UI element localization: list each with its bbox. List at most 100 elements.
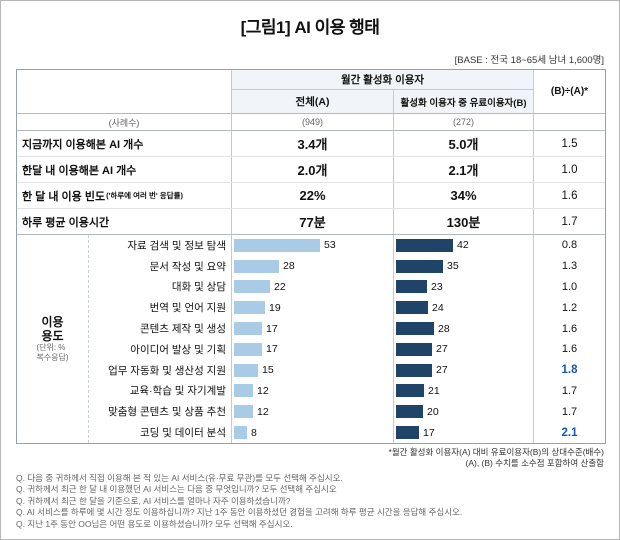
sample-size-label: (사례수) [17, 114, 232, 130]
usage-bar-cell-total: 12 [232, 401, 394, 423]
usage-ratio: 1.6 [561, 343, 578, 356]
bar-paid [396, 405, 423, 419]
sample-size-ratio-empty [534, 114, 605, 130]
usage-ratio: 1.8 [561, 364, 578, 377]
stats-row-label: 지금까지 이용해본 AI 개수 [17, 131, 232, 156]
stats-value-total: 77분 [232, 209, 394, 234]
usage-row: 자료 검색 및 정보 탐색 53 42 0.8 [89, 235, 605, 256]
usage-category-label: 업무 자동화 및 생산성 지원 [89, 359, 232, 381]
header-col-ratio: (B)÷(A)* [534, 70, 605, 114]
usage-bar-cell-total: 53 [232, 235, 394, 256]
stats-row: 지금까지 이용해본 AI 개수 3.4개 5.0개 1.5 [17, 131, 605, 157]
usage-section-title-line: 용도 [41, 328, 64, 343]
usage-bar-cell-total: 28 [232, 255, 394, 277]
stats-value-paid: 130분 [394, 209, 534, 234]
usage-bar-cell-paid: 24 [394, 297, 534, 319]
question-line: Q. 다음 중 귀하께서 직접 이용해 본 적 있는 AI 서비스(유·무료 무… [16, 472, 343, 483]
bar-total [234, 301, 265, 315]
usage-bar-cell-paid: 23 [394, 276, 534, 298]
usage-row: 코딩 및 데이터 분석 8 17 2.1 [89, 422, 605, 443]
bar-total [234, 405, 253, 419]
stats-value-total: 3.4개 [232, 131, 394, 156]
bar-value-total: 17 [266, 343, 278, 356]
stats-row-label-text: 지금까지 이용해본 AI 개수 [22, 138, 144, 151]
bar-value-total: 53 [324, 239, 336, 252]
usage-ratio: 1.0 [561, 280, 578, 293]
page-title: [그림1] AI 이용 행태 [240, 18, 380, 37]
stats-ratio: 1.0 [561, 163, 578, 176]
usage-bar-cell-total: 19 [232, 297, 394, 319]
stats-value-paid: 5.0개 [394, 131, 534, 156]
stats-row: 한달 내 이용해본 AI 개수 2.0개 2.1개 1.0 [17, 157, 605, 183]
bar-value-total: 12 [257, 384, 269, 397]
bar-value-total: 28 [283, 260, 295, 273]
bar-value-paid: 42 [457, 239, 469, 252]
usage-row: 아이디어 발상 및 기획 17 27 1.6 [89, 338, 605, 360]
usage-bar-cell-total: 22 [232, 276, 394, 298]
usage-bar-cell-paid: 35 [394, 255, 534, 277]
question-line: Q. 귀하께서 최근 한 달을 기준으로, AI 서비스를 얼마나 자주 이용하… [16, 495, 291, 506]
bar-total [234, 363, 258, 377]
stats-row: 한 달 내 이용 빈도 ('하루에 여러 번' 응답률) 22% 34% 1.6 [17, 183, 605, 209]
usage-row: 문서 작성 및 요약 28 35 1.3 [89, 255, 605, 277]
usage-ratio: 2.1 [561, 426, 578, 439]
usage-category-label: 콘텐츠 제작 및 생성 [89, 318, 232, 339]
question-line: Q. 지난 1주 동안 OO님은 어떤 용도로 이용하셨습니까? 모두 선택해 … [16, 518, 293, 529]
usage-bar-cell-total: 12 [232, 380, 394, 402]
bar-total [234, 322, 262, 336]
bar-total [234, 342, 262, 356]
usage-bar-cell-paid: 28 [394, 318, 534, 339]
stats-row: 하루 평균 이용시간 77분 130분 1.7 [17, 209, 605, 235]
bar-paid [396, 238, 453, 252]
header-col-total-a: 전체(A) [232, 90, 394, 114]
bar-value-total: 17 [266, 322, 278, 335]
stats-row-label-text: 하루 평균 이용시간 [22, 216, 110, 229]
stats-row-label: 하루 평균 이용시간 [17, 209, 232, 234]
header-empty-cell [17, 70, 232, 114]
usage-unit-note-line: 복수응답) [36, 352, 69, 362]
footnotes: *월간 활성화 이용자(A) 대비 유료이용자(B)의 상대수준(배수) (A),… [16, 447, 604, 469]
usage-category-label: 코딩 및 데이터 분석 [89, 422, 232, 443]
bar-paid [396, 426, 419, 440]
bar-paid [396, 322, 434, 336]
usage-row: 콘텐츠 제작 및 생성 17 28 1.6 [89, 318, 605, 339]
bar-value-paid: 17 [423, 426, 435, 439]
bar-paid [396, 301, 428, 315]
stats-row-label-text: 한 달 내 이용 빈도 [22, 190, 106, 203]
sample-size-row: (사례수) (949) (272) [17, 114, 605, 131]
usage-category-label: 문서 작성 및 요약 [89, 255, 232, 277]
usage-row: 번역 및 언어 지원 19 24 1.2 [89, 297, 605, 319]
bar-value-paid: 27 [436, 364, 448, 377]
bar-value-total: 15 [262, 364, 274, 377]
header-group-monthly-active-users: 월간 활성화 이용자 [232, 70, 534, 90]
usage-category-label: 번역 및 언어 지원 [89, 297, 232, 319]
usage-side-note: (단위: % 복수응답) [36, 343, 68, 363]
usage-bar-cell-paid: 17 [394, 422, 534, 443]
usage-category-label: 맞춤형 콘텐츠 및 상품 추천 [89, 401, 232, 423]
usage-bar-cell-paid: 42 [394, 235, 534, 256]
usage-ratio: 1.7 [561, 405, 578, 418]
bar-value-total: 12 [257, 405, 269, 418]
usage-ratio: 1.7 [561, 384, 578, 397]
usage-row: 교육·학습 및 자기계발 12 21 1.7 [89, 380, 605, 402]
bar-total [234, 259, 279, 273]
usage-side-cell: 이용 용도 (단위: % 복수응답) [17, 235, 89, 443]
question-line: Q. AI 서비스를 하루에 몇 시간 정도 이용하십니까? 지난 1주 동안 … [16, 507, 463, 518]
bar-total [234, 280, 270, 294]
bar-value-paid: 35 [447, 260, 459, 273]
questions: Q. 다음 중 귀하께서 직접 이용해 본 적 있는 AI 서비스(유·무료 무… [16, 473, 604, 531]
question-line: Q. 귀하께서 최근 한 달 내 이용했던 AI 서비스는 다음 중 무엇입니까… [16, 484, 337, 495]
bar-paid [396, 259, 443, 273]
ai-usage-table: 월간 활성화 이용자 전체(A) 활성화 이용자 중 유료이용자(B) (B)÷… [16, 69, 606, 444]
stats-value-paid: 34% [394, 183, 534, 208]
usage-section-title-line: 이용 [41, 314, 64, 329]
bar-total [234, 426, 247, 440]
stats-value-total: 22% [232, 183, 394, 208]
header-col-paid-b: 활성화 이용자 중 유료이용자(B) [394, 90, 534, 114]
bar-paid [396, 363, 432, 377]
footnote-line: (A), (B) 수치를 소수점 포함하여 산출함 [465, 457, 605, 468]
usage-side-title: 이용 용도 [41, 315, 63, 343]
usage-category-label: 교육·학습 및 자기계발 [89, 380, 232, 402]
usage-bar-cell-paid: 20 [394, 401, 534, 423]
